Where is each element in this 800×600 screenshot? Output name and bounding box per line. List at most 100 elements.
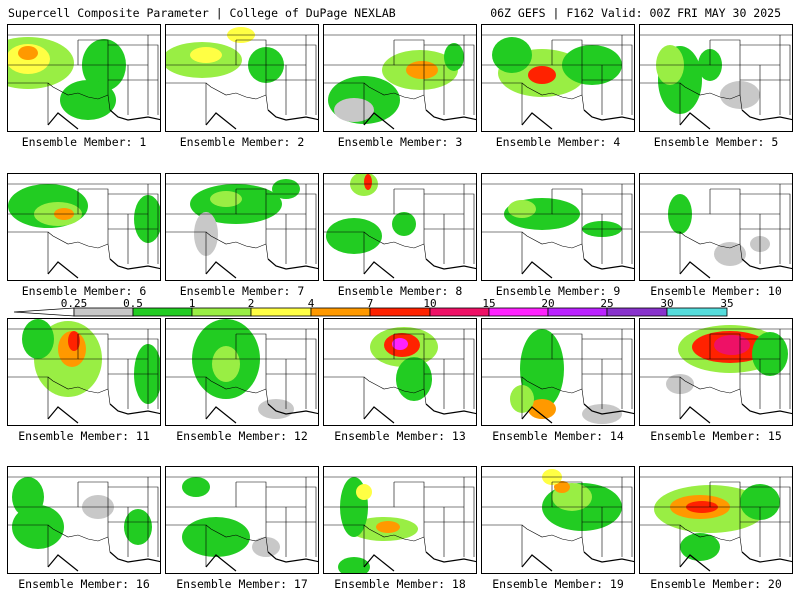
- state-border: [552, 481, 583, 507]
- scp-contour-region: [554, 481, 570, 493]
- scp-contour-region: [60, 80, 116, 120]
- member-map-panel: [481, 466, 635, 574]
- state-border: [582, 338, 633, 409]
- state-border: [521, 376, 585, 405]
- scp-contour-region: [392, 338, 408, 350]
- scp-contour-region: [376, 521, 400, 533]
- map-image: [324, 34, 476, 130]
- scp-contour-region: [714, 335, 750, 355]
- state-border: [424, 486, 475, 557]
- coastline: [521, 258, 634, 279]
- coastline: [47, 258, 160, 279]
- state-border: [482, 524, 523, 567]
- state-border: [205, 231, 269, 260]
- map-image: [640, 34, 792, 130]
- ensemble-member-label: Ensemble Member: 8: [337, 284, 463, 298]
- state-border: [482, 231, 523, 274]
- member-map-panel: [323, 173, 477, 281]
- scp-contour-region: [528, 399, 556, 419]
- state-border: [205, 82, 269, 111]
- ensemble-member-label: Ensemble Member: 12: [176, 429, 308, 443]
- ensemble-member-label: Ensemble Member: 14: [492, 429, 624, 443]
- state-border: [521, 231, 585, 260]
- state-border: [78, 481, 109, 507]
- state-border: [266, 486, 317, 557]
- coastline: [363, 109, 476, 130]
- scp-contour-region: [752, 332, 788, 376]
- coastline: [205, 109, 318, 130]
- scp-contour-region: [392, 212, 416, 236]
- state-border: [394, 481, 425, 507]
- state-border: [266, 338, 317, 409]
- map-image: [166, 179, 318, 279]
- state-border: [108, 44, 159, 115]
- state-border: [47, 82, 111, 111]
- scp-contour-region: [134, 195, 160, 243]
- scp-contour-region: [492, 37, 532, 73]
- state-border: [521, 82, 585, 111]
- state-border: [679, 376, 743, 405]
- state-border: [363, 231, 427, 260]
- coastline: [205, 551, 318, 572]
- scp-contour-region: [190, 47, 222, 63]
- ensemble-member-label: Ensemble Member: 9: [495, 284, 621, 298]
- map-image: [324, 327, 476, 424]
- scp-contour-region: [326, 218, 382, 254]
- ensemble-member-label: Ensemble Member: 7: [179, 284, 305, 298]
- state-border: [236, 39, 267, 65]
- scp-contour-region: [508, 200, 536, 218]
- state-border: [108, 338, 159, 409]
- scp-contour-region: [364, 174, 372, 190]
- ensemble-member-label: Ensemble Member: 13: [334, 429, 466, 443]
- member-map-panel: [165, 466, 319, 574]
- state-border: [552, 188, 583, 214]
- coastline: [205, 258, 318, 279]
- state-border: [47, 524, 111, 553]
- member-map-panel: [7, 173, 161, 281]
- scp-contour-region: [528, 66, 556, 84]
- member-map-panel: [7, 24, 161, 132]
- map-image: [640, 183, 792, 279]
- ensemble-member-label: Ensemble Member: 15: [650, 429, 782, 443]
- state-border: [8, 231, 49, 274]
- model-valid-time: 06Z GEFS | F162 Valid: 00Z FRI MAY 30 20…: [490, 6, 781, 20]
- scp-contour-region: [272, 179, 300, 199]
- coastline: [679, 258, 792, 279]
- colorbar-bin: [547, 307, 608, 317]
- scp-contour-region: [406, 61, 438, 79]
- coastline: [521, 551, 634, 572]
- state-border: [78, 39, 109, 65]
- state-border: [740, 486, 791, 557]
- ensemble-member-label: Ensemble Member: 16: [18, 577, 150, 591]
- map-image: [166, 27, 318, 130]
- state-border: [679, 82, 743, 111]
- state-border: [363, 524, 427, 553]
- state-border: [324, 376, 365, 419]
- map-image: [8, 476, 160, 572]
- colorbar-tick-label: 10: [423, 297, 437, 310]
- state-border: [679, 231, 743, 260]
- state-border: [582, 486, 633, 557]
- state-border: [710, 333, 741, 359]
- ensemble-member-label: Ensemble Member: 5: [653, 135, 779, 149]
- coastline: [363, 403, 476, 424]
- state-border: [424, 193, 475, 264]
- colorbar-bin: [606, 307, 668, 317]
- member-map-panel: [323, 318, 477, 426]
- product-title: Supercell Composite Parameter | College …: [8, 6, 396, 20]
- member-map-panel: [323, 24, 477, 132]
- state-border: [236, 333, 267, 359]
- map-image: [324, 174, 476, 279]
- colorbar-tick-label: 35: [720, 297, 734, 310]
- colorbar-bin: [191, 307, 252, 317]
- colorbar-tick-label: 0.5: [123, 297, 143, 310]
- coastline: [47, 109, 160, 130]
- map-image: [8, 34, 160, 130]
- state-border: [236, 188, 267, 214]
- scp-contour-region: [258, 399, 294, 419]
- state-border: [8, 82, 49, 125]
- ensemble-member-label: Ensemble Member: 10: [650, 284, 782, 298]
- state-border: [205, 524, 269, 553]
- ensemble-member-label: Ensemble Member: 4: [495, 135, 621, 149]
- state-border: [266, 193, 317, 264]
